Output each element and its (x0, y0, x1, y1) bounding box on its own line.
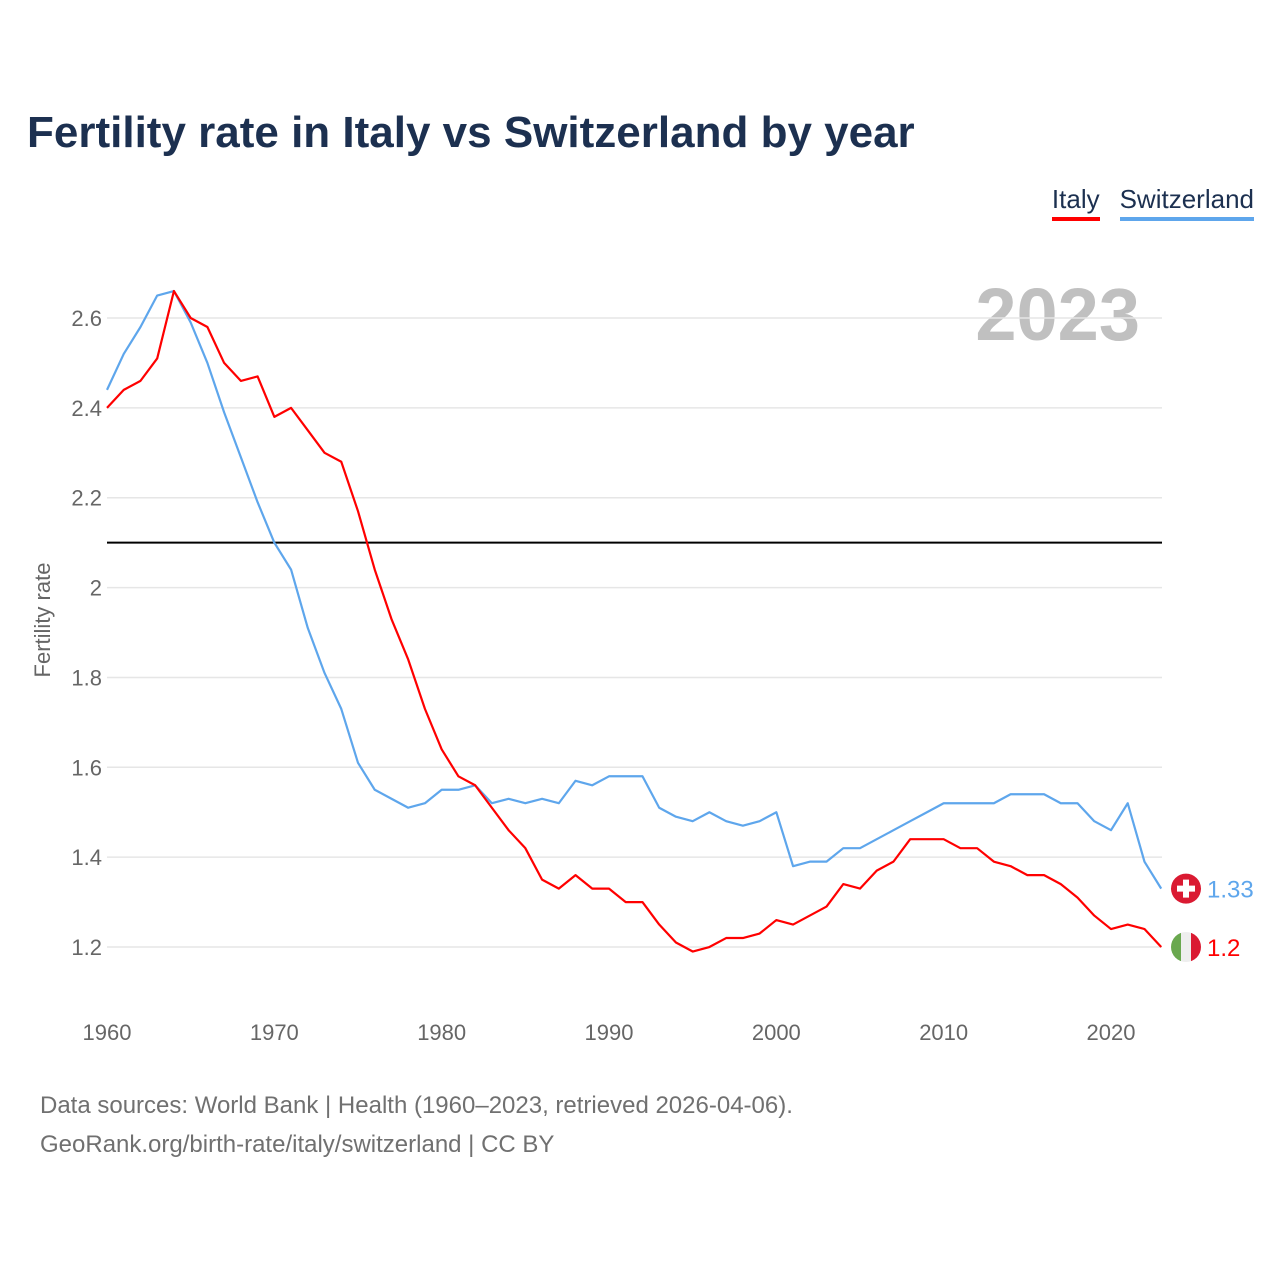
y-tick-label: 2.6 (71, 306, 102, 331)
data-source-text: Data sources: World Bank | Health (1960–… (40, 1092, 793, 1119)
y-tick-label: 2.4 (71, 396, 102, 421)
y-tick-label: 1.4 (71, 845, 102, 870)
italy-end-label: 1.2 (1207, 935, 1240, 962)
legend-italy[interactable]: Italy (1051, 184, 1100, 221)
y-tick-label: 1.8 (71, 665, 102, 690)
chart-title: Fertility rate in Italy vs Switzerland b… (27, 108, 915, 157)
x-tick-label: 1980 (417, 1020, 466, 1045)
legend-switzerland[interactable]: Switzerland (1119, 184, 1254, 221)
y-axis-label: Fertility rate (30, 563, 55, 678)
italy-flag-icon (1171, 932, 1181, 963)
series-line-italy (106, 289, 1163, 953)
y-tick-label: 1.6 (71, 755, 102, 780)
italy-flag-icon (1191, 932, 1201, 963)
year-watermark: 2023 (975, 273, 1140, 356)
y-tick-label: 2.2 (71, 486, 102, 511)
italy-flag-icon (1181, 932, 1191, 963)
x-tick-label: 2020 (1087, 1020, 1136, 1045)
switzerland-end-label: 1.33 (1207, 877, 1254, 904)
legend: Italy Switzerland (1051, 184, 1254, 221)
source-link[interactable]: GeoRank.org/birth-rate/italy/switzerland… (40, 1131, 555, 1158)
y-tick-label: 1.2 (71, 935, 102, 960)
footer: Data sources: World Bank | Health (1960–… (40, 1086, 793, 1164)
switzerland-flag-cross (1177, 885, 1195, 892)
x-tick-label: 1970 (250, 1020, 299, 1045)
x-tick-label: 1960 (83, 1020, 132, 1045)
x-tick-label: 1990 (585, 1020, 634, 1045)
series-line-switzerland (106, 289, 1163, 890)
y-tick-label: 2 (90, 576, 102, 601)
x-tick-label: 2000 (752, 1020, 801, 1045)
x-tick-label: 2010 (919, 1020, 968, 1045)
